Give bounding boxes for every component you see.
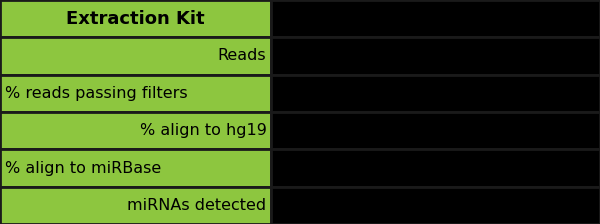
Text: % align to miRBase: % align to miRBase <box>5 161 161 175</box>
Text: Extraction Kit: Extraction Kit <box>66 10 205 28</box>
Bar <box>0 37 271 75</box>
Bar <box>0 149 271 187</box>
Bar <box>271 149 600 187</box>
Text: miRNAs detected: miRNAs detected <box>127 198 266 213</box>
Bar <box>271 0 600 37</box>
Bar <box>271 37 600 75</box>
Bar <box>0 187 271 224</box>
Text: Reads: Reads <box>218 49 266 63</box>
Text: % align to hg19: % align to hg19 <box>140 123 266 138</box>
Bar <box>0 0 271 37</box>
Text: % reads passing filters: % reads passing filters <box>5 86 187 101</box>
Bar <box>0 112 271 149</box>
Bar <box>271 75 600 112</box>
Bar <box>271 187 600 224</box>
Bar <box>0 75 271 112</box>
Bar <box>271 112 600 149</box>
